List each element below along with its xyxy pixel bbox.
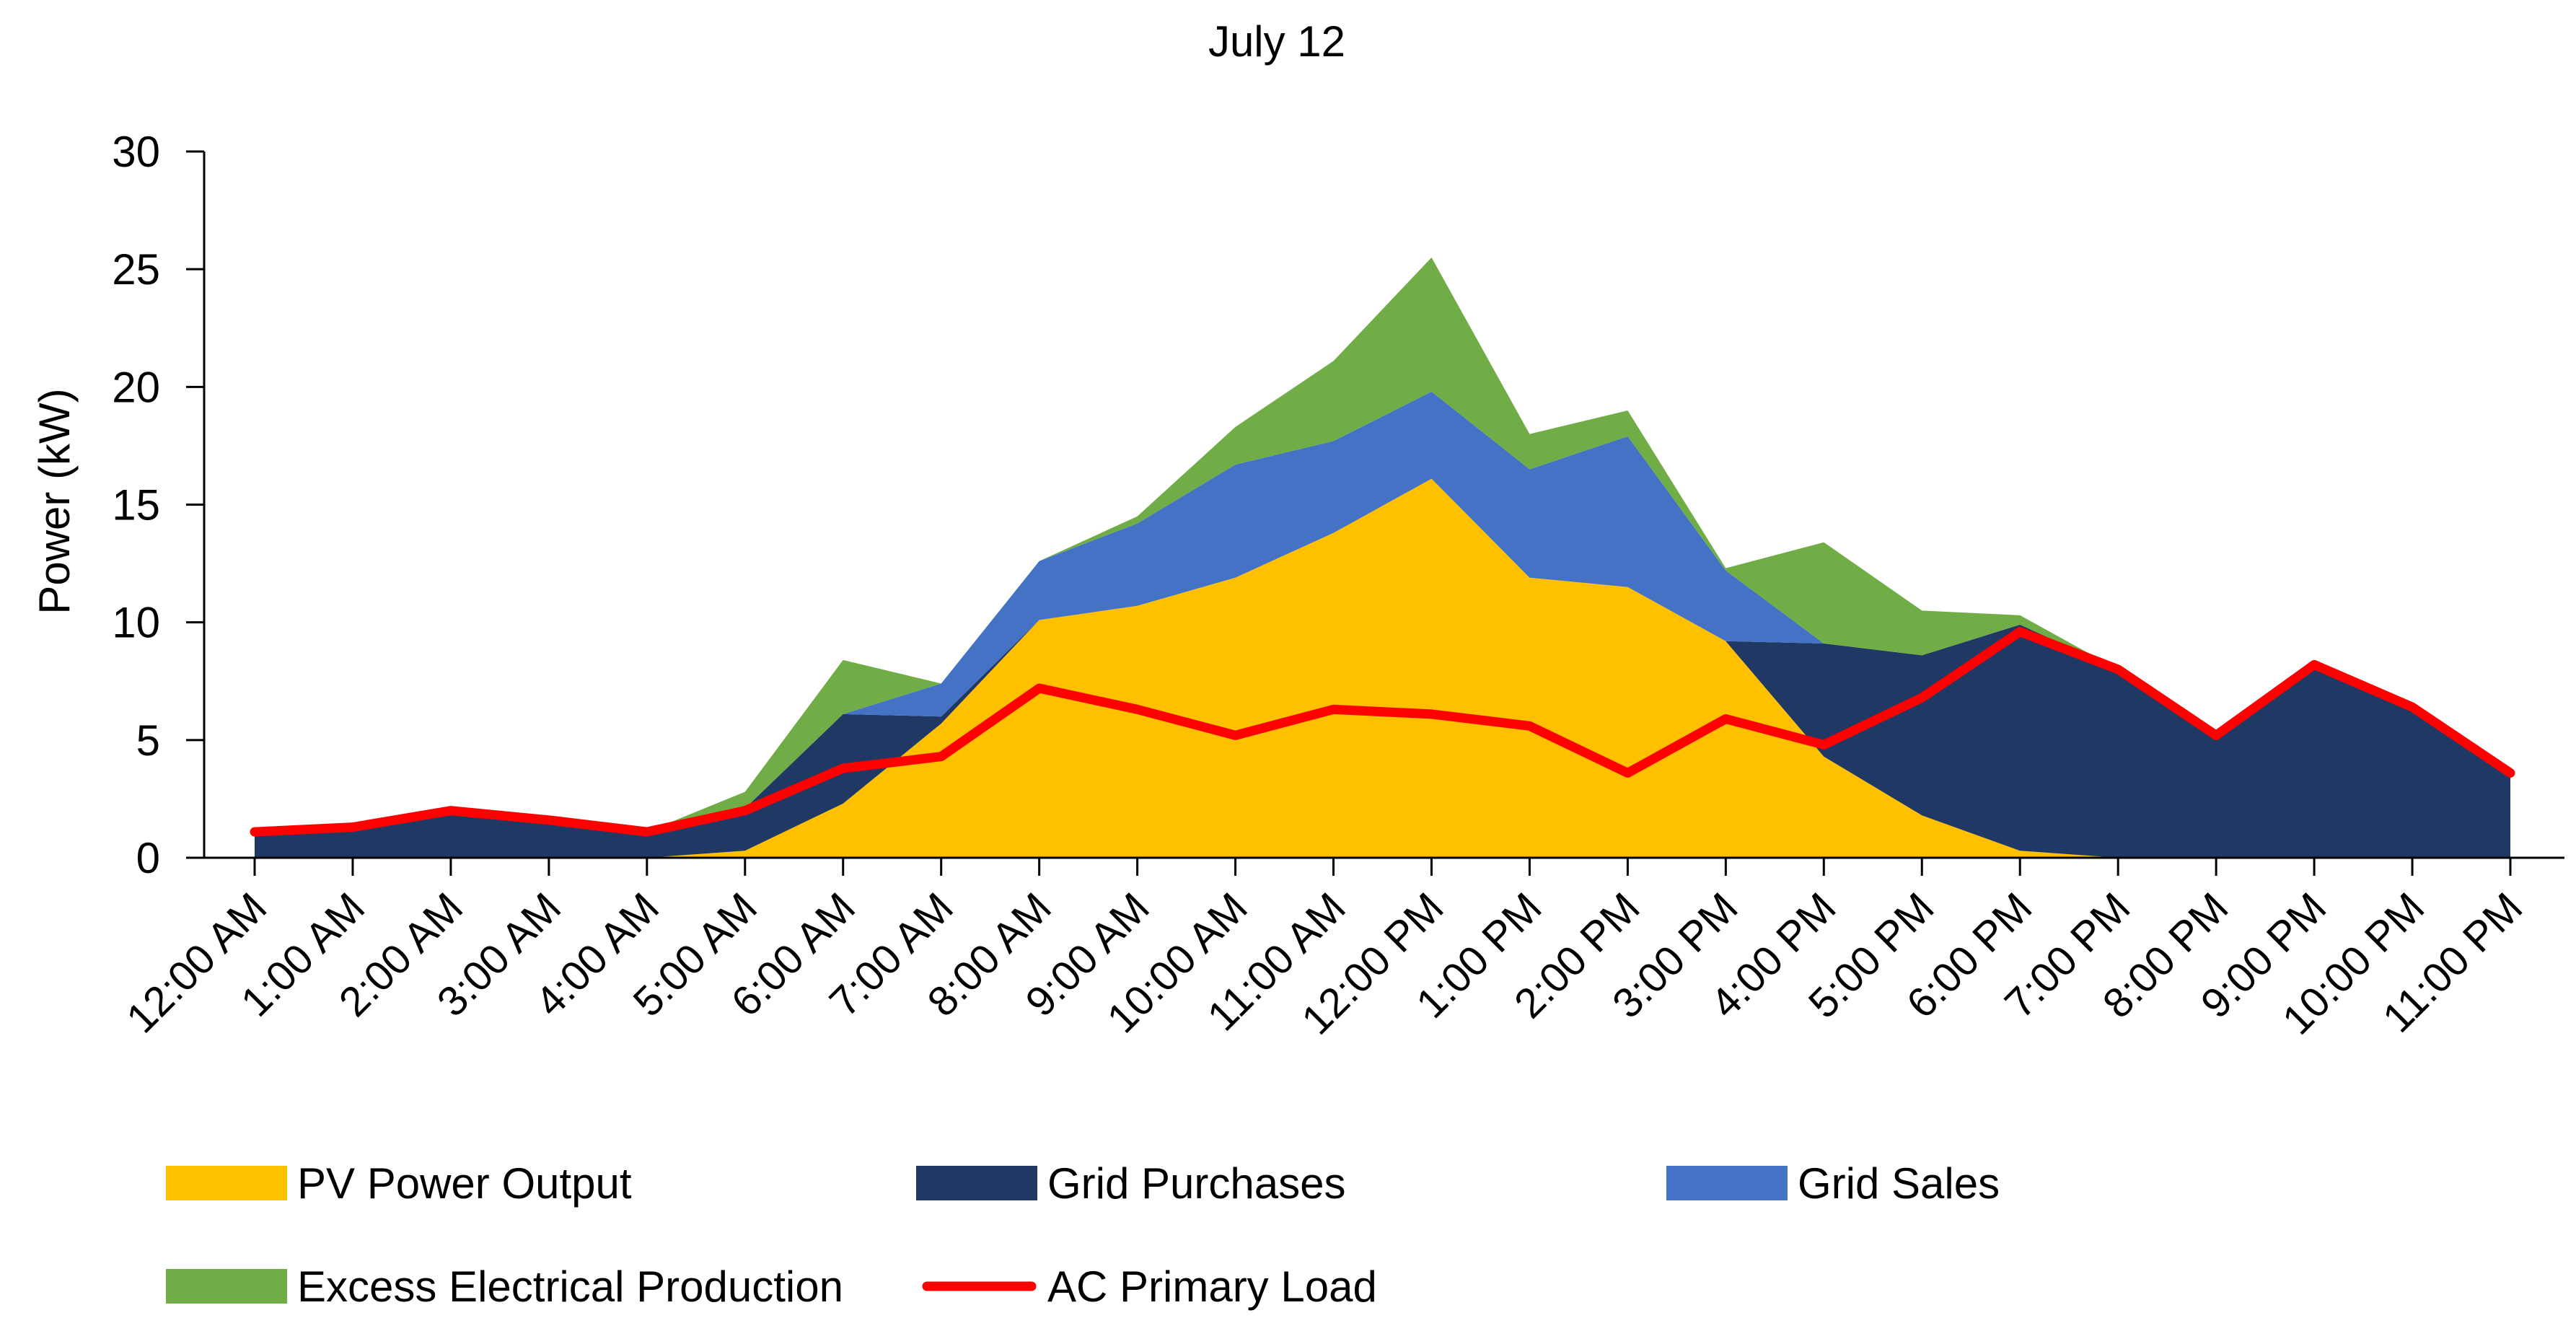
legend-label-grid-sales: Grid Sales (1798, 1159, 2000, 1208)
y-tick-label: 10 (112, 599, 160, 647)
legend-label-excess-electrical-production: Excess Electrical Production (297, 1262, 843, 1311)
y-tick-label: 0 (136, 834, 160, 882)
y-tick-label: 20 (112, 363, 160, 411)
legend-label-pv-power-output: PV Power Output (297, 1159, 632, 1208)
legend-swatch-pv-power-output (166, 1166, 287, 1200)
legend-label-grid-purchases: Grid Purchases (1047, 1159, 1346, 1208)
area-grid-sales (255, 391, 2510, 833)
area-pv-power-output (255, 478, 2510, 858)
legend: PV Power Output Grid Purchases Grid Sales E… (166, 1159, 2000, 1311)
y-axis-title: Power (kW) (30, 388, 79, 614)
y-tick-label: 15 (112, 481, 160, 530)
x-tick-label: 12:00 AM (118, 884, 276, 1042)
legend-swatch-grid-purchases (916, 1166, 1037, 1200)
y-tick-label: 25 (112, 245, 160, 294)
area-excess-electrical-production (255, 257, 2510, 833)
legend-swatch-grid-sales (1666, 1166, 1788, 1200)
legend-label-ac-primary-load: AC Primary Load (1047, 1262, 1377, 1311)
legend-swatch-excess-electrical-production (166, 1269, 287, 1304)
area-layer (255, 257, 2510, 858)
y-tick-label: 5 (136, 716, 160, 765)
area-grid-purchases (255, 478, 2510, 858)
y-tick-label: 30 (112, 128, 160, 176)
line-layer (250, 627, 2515, 837)
chart-title: July 12 (1208, 17, 1345, 66)
line-ac-primary-load (250, 627, 2515, 837)
